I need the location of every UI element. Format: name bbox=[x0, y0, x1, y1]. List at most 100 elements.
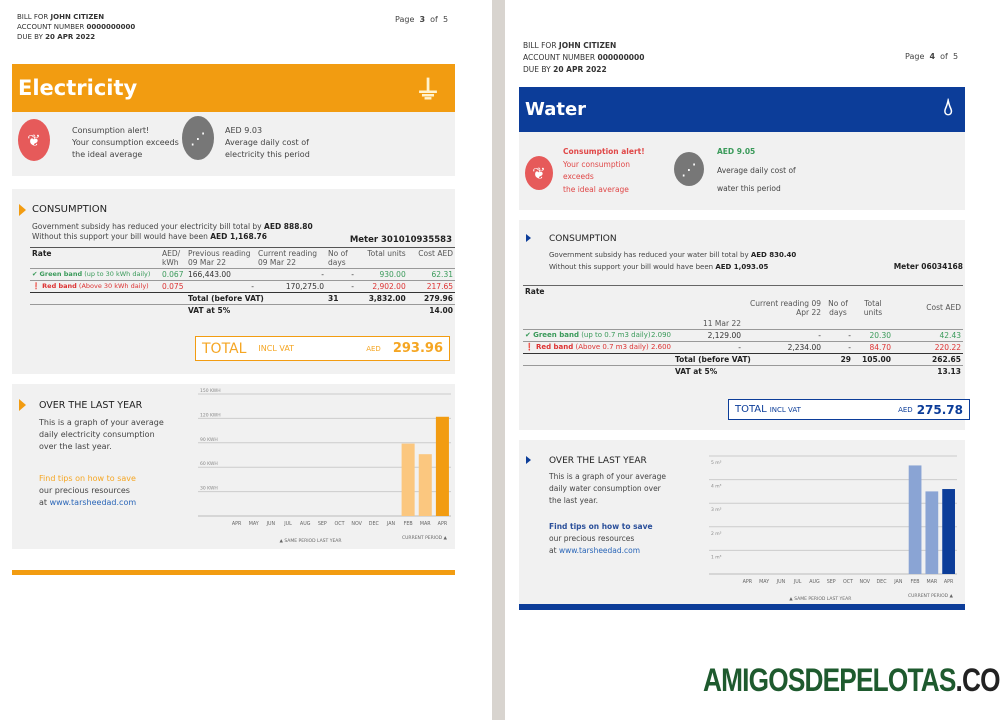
consumption-table: Rate 11 Mar 22 Current reading 09 Apr 22… bbox=[523, 285, 963, 377]
x-tick-label: APR bbox=[743, 579, 753, 585]
tips-heading: Find tips on how to save bbox=[39, 474, 136, 483]
alert-panel: ❦ Consumption alert! Your consumption ex… bbox=[12, 112, 455, 176]
tarsheedad-link[interactable]: www.tarsheedad.com bbox=[49, 498, 137, 507]
label: Page bbox=[395, 15, 415, 24]
col-rate: Rate bbox=[525, 287, 545, 296]
col-previous: 11 Mar 22 bbox=[702, 319, 741, 328]
x-tick-label: JUN bbox=[266, 521, 276, 527]
x-tick-label: APR bbox=[944, 579, 954, 585]
vat-amount: 14.00 bbox=[429, 306, 453, 315]
bar bbox=[942, 489, 955, 574]
previous-reading: 2,129.00 bbox=[707, 331, 741, 340]
col-current: Current reading 09 Apr 22 bbox=[750, 298, 821, 317]
account-number: 0000000000 bbox=[86, 23, 136, 31]
x-tick-label: DEC bbox=[876, 579, 887, 585]
table-row: ✔ Green band (up to 0.7 m3 daily) 2.090 … bbox=[523, 330, 963, 342]
due-date: 20 APR 2022 bbox=[45, 33, 96, 41]
bill-header: BILL FOR JOHN CITIZEN ACCOUNT NUMBER 000… bbox=[523, 40, 644, 76]
y-tick-label: 5 m³ bbox=[711, 460, 722, 466]
warning-icon: ❗ bbox=[525, 343, 534, 351]
rate: 2.090 bbox=[650, 331, 671, 339]
y-tick-label: 90 KWH bbox=[200, 437, 218, 443]
label: Government subsidy has reduced your wate… bbox=[549, 251, 749, 259]
band-name: Red band bbox=[42, 282, 77, 290]
year-description: This is a graph of your average daily el… bbox=[39, 418, 164, 451]
leaf-icon: ❦ bbox=[525, 156, 553, 190]
daily-cost: AED 9.05 bbox=[717, 147, 756, 156]
col-rate: Rate bbox=[32, 249, 52, 258]
previous-reading: - bbox=[251, 282, 254, 291]
total-pages: 5 bbox=[442, 15, 449, 24]
alert-text: Your consumption exceeds bbox=[72, 138, 179, 147]
x-tick-label: MAR bbox=[926, 579, 937, 585]
y-tick-label: 1 m³ bbox=[711, 554, 722, 560]
currency: AED bbox=[366, 344, 381, 353]
tarsheedad-link[interactable]: www.tarsheedad.com bbox=[558, 546, 641, 555]
table-row: ✔ Green band (up to 30 kWh daily) 0.067 … bbox=[30, 269, 455, 281]
label: of bbox=[430, 15, 438, 24]
electricity-page: BILL FOR JOHN CITIZEN ACCOUNT NUMBER 000… bbox=[0, 0, 492, 720]
trend-chart-icon: ⋰ bbox=[674, 152, 704, 186]
total-label: TOTAL bbox=[735, 404, 767, 415]
alert-text: the ideal average bbox=[563, 184, 629, 194]
check-icon: ✔ bbox=[525, 331, 531, 339]
total-sub-label: INCL VAT bbox=[258, 344, 295, 353]
account-number: 000000000 bbox=[597, 53, 645, 62]
units: 20.30 bbox=[869, 331, 891, 340]
band-note: (Above 0.7 m3 daily) bbox=[575, 343, 649, 351]
label: ACCOUNT NUMBER bbox=[17, 23, 85, 31]
y-tick-label: 120 KWH bbox=[200, 412, 221, 418]
x-tick-label: MAY bbox=[249, 521, 259, 527]
section-arrow-icon bbox=[19, 399, 26, 411]
subsidy-amount: AED 888.80 bbox=[264, 222, 313, 231]
rate: 2.600 bbox=[650, 343, 671, 351]
vat-label: VAT at 5% bbox=[188, 306, 231, 315]
daily-text: electricity this period bbox=[225, 150, 310, 159]
y-tick-label: 2 m³ bbox=[711, 531, 722, 537]
units: 930.00 bbox=[379, 270, 406, 279]
alert-title: Consumption alert! bbox=[563, 147, 645, 156]
col-rate-unit: AED/ kWh bbox=[162, 249, 181, 267]
x-tick-label: SEP bbox=[318, 521, 327, 527]
watermark-tld: .COM bbox=[955, 662, 1000, 698]
table-header: Rate 11 Mar 22 Current reading 09 Apr 22… bbox=[523, 285, 963, 330]
alert-text: the ideal average bbox=[72, 150, 143, 159]
leaf-icon: ❦ bbox=[18, 119, 50, 161]
units: 84.70 bbox=[869, 343, 891, 352]
bar bbox=[401, 443, 415, 516]
x-tick-label: SEP bbox=[827, 579, 836, 585]
y-tick-label: 150 KWH bbox=[200, 388, 221, 394]
alert-title: Consumption alert! bbox=[72, 126, 150, 135]
check-icon: ✔ bbox=[32, 270, 38, 278]
year-description: This is a graph of your average daily wa… bbox=[549, 472, 666, 505]
year-heading: OVER THE LAST YEAR bbox=[549, 456, 647, 466]
section-title: Electricity bbox=[18, 76, 138, 100]
without-line: Without this support your bill would hav… bbox=[549, 261, 796, 273]
previous-reading: - bbox=[738, 343, 741, 352]
without-amount: AED 1,168.76 bbox=[210, 232, 267, 241]
x-tick-label: FEB bbox=[911, 579, 920, 585]
total-row: Total (before VAT) 31 3,832.00 279.96 bbox=[30, 293, 455, 305]
total-row: Total (before VAT) 29 105.00 262.65 bbox=[523, 354, 963, 366]
page-gutter bbox=[492, 0, 505, 720]
grand-total: TOTAL INCL VAT AED 293.96 bbox=[195, 336, 450, 361]
bar bbox=[925, 491, 939, 574]
legend-current-period: CURRENT PERIOD ▲ bbox=[402, 535, 448, 541]
x-tick-label: DEC bbox=[369, 521, 380, 527]
consumption-heading: CONSUMPTION bbox=[32, 204, 108, 215]
label: Without this support your bill would hav… bbox=[549, 263, 714, 271]
customer-name: JOHN CITIZEN bbox=[558, 41, 617, 50]
vat-label: VAT at 5% bbox=[675, 367, 718, 376]
col-days: No of days bbox=[328, 249, 348, 267]
table-row: ❗ Red band (Above 30 kWh daily) 0.075 - … bbox=[30, 281, 455, 293]
section-arrow-icon bbox=[526, 234, 531, 242]
units: 2,902.00 bbox=[372, 282, 406, 291]
legend-current-period: CURRENT PERIOD ▲ bbox=[908, 593, 954, 599]
col-units: Total units bbox=[367, 249, 406, 258]
total-sub-label: INCL VAT bbox=[769, 405, 801, 414]
legend-same-period: ▲ SAME PERIOD LAST YEAR bbox=[789, 596, 851, 602]
label: BILL FOR bbox=[523, 41, 557, 50]
tips-text: our precious resources bbox=[549, 534, 635, 543]
x-tick-label: OCT bbox=[843, 579, 853, 585]
total-days: 31 bbox=[328, 294, 339, 303]
